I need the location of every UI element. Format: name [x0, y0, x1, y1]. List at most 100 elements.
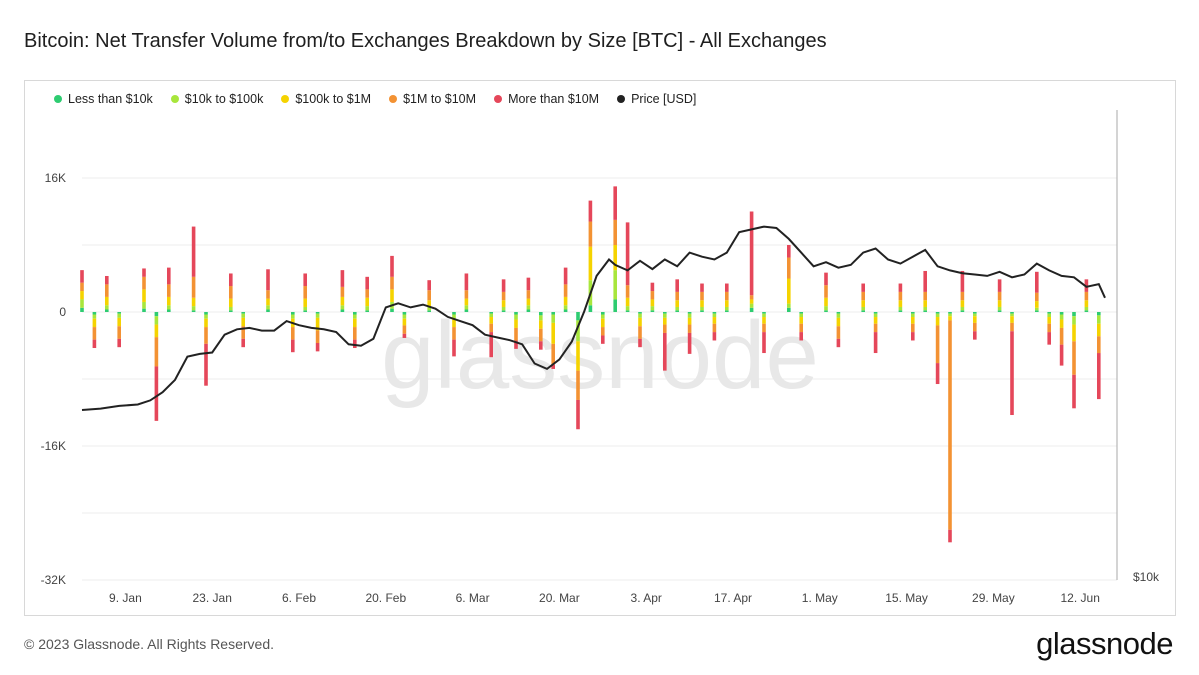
bar-segment	[539, 328, 543, 342]
bar-segment	[204, 314, 208, 319]
grid-lines	[82, 177, 1117, 581]
chart-legend: Less than $10k $10k to $100k $100k to $1…	[54, 92, 696, 106]
bar-segment	[291, 314, 295, 319]
x-axis-tick: 23. Jan	[193, 591, 232, 605]
bar-segment	[204, 318, 208, 328]
bar-segment	[241, 317, 245, 327]
bar-segment	[1059, 314, 1064, 320]
x-axis-tick: 29. May	[972, 591, 1015, 605]
bar-segment	[291, 312, 295, 315]
bar-segment	[526, 309, 531, 312]
bar-segment	[229, 310, 233, 312]
legend-item-10k-100k[interactable]: $10k to $100k	[170, 92, 263, 106]
footer-copyright: © 2023 Glassnode. All Rights Reserved.	[24, 636, 275, 652]
bar-segment	[551, 322, 555, 344]
bar-segment	[762, 332, 766, 354]
bar-segment	[725, 306, 729, 311]
x-axis-tick: 20. Feb	[365, 591, 406, 605]
bar-segment	[1084, 300, 1089, 307]
bar-segment	[997, 306, 1002, 311]
bar-segment	[1035, 301, 1039, 308]
bar-segment	[836, 326, 841, 339]
bar-segment	[229, 298, 233, 307]
legend-label: Less than $10k	[68, 92, 153, 106]
bar-segment	[204, 343, 208, 386]
bar-segment	[563, 284, 568, 297]
bar-segment	[638, 313, 642, 318]
bar-segment	[390, 276, 394, 290]
bar-segment	[229, 286, 233, 299]
bar-segment	[687, 332, 692, 354]
legend-item-1m-10m[interactable]: $1M to $10M	[389, 92, 476, 106]
bar-segment	[650, 282, 655, 292]
bar-segment	[80, 291, 84, 300]
legend-item-lt10k[interactable]: Less than $10k	[54, 92, 153, 106]
bar-segment	[725, 283, 729, 292]
bar-segment	[613, 299, 617, 312]
bar-segment	[365, 310, 369, 312]
x-axis-tick: 3. Apr	[631, 591, 662, 605]
bar-segment	[390, 308, 394, 312]
bar-segment	[514, 327, 518, 341]
bar-segment	[1047, 323, 1051, 333]
bar-segment	[80, 282, 84, 292]
bar-segment	[191, 310, 196, 312]
bar-segment	[501, 310, 506, 312]
legend-item-price[interactable]: Price [USD]	[617, 92, 696, 106]
bar-segment	[105, 296, 109, 306]
y-axis-tick: -32K	[41, 573, 66, 587]
bar-segment	[563, 267, 568, 285]
bar-segment	[898, 291, 903, 301]
bar-segment	[836, 312, 841, 314]
bar-segment	[787, 257, 791, 279]
bar-segment	[1010, 312, 1014, 314]
bar-segment	[539, 341, 543, 350]
bar-segment	[675, 300, 679, 307]
bar-segment	[873, 332, 878, 354]
bar-segment	[1035, 292, 1039, 302]
bar-segment	[80, 307, 84, 312]
bar-segment	[402, 312, 407, 315]
bar-segment	[700, 310, 704, 312]
bar-segment	[514, 340, 518, 349]
legend-item-100k-1m[interactable]: $100k to $1M	[281, 92, 371, 106]
bar-segment	[613, 270, 617, 300]
bar-segment	[973, 312, 977, 314]
bar-segment	[154, 366, 159, 421]
bar-segment	[551, 343, 555, 365]
legend-item-gt10m[interactable]: More than $10M	[494, 92, 599, 106]
bar-segment	[960, 291, 965, 301]
bar-segment	[824, 285, 828, 298]
bar-segment	[687, 312, 692, 314]
bar-segment	[663, 332, 667, 371]
bar-segment	[1084, 310, 1089, 312]
bar-segment	[80, 299, 84, 308]
bar-segment	[861, 291, 865, 301]
bar-segment	[638, 326, 642, 339]
bar-segment	[353, 327, 357, 340]
bar-segment	[154, 337, 159, 367]
bar-segment	[700, 300, 704, 307]
bar-segment	[142, 289, 146, 302]
bar-segment	[142, 268, 146, 277]
bar-segment	[712, 323, 717, 333]
bar-segment	[687, 313, 692, 318]
bar-segment	[576, 341, 580, 371]
bar-segment	[663, 313, 667, 318]
bar-segment	[539, 312, 543, 316]
bar-segment	[229, 306, 233, 311]
y-axis-tick: -16K	[41, 439, 66, 453]
bar-segment	[514, 319, 518, 328]
bar-segment	[117, 326, 121, 339]
bar-segment	[489, 313, 493, 318]
bar-segment	[625, 297, 630, 307]
bar-segment	[167, 296, 171, 306]
bar-segment	[588, 305, 593, 312]
bar-segment	[241, 313, 245, 318]
bar-segment	[650, 310, 655, 312]
bar-segment	[799, 332, 803, 341]
bar-segment	[762, 312, 766, 314]
bar-segment	[997, 300, 1002, 307]
bar-segment	[923, 270, 927, 292]
legend-label: $1M to $10M	[403, 92, 477, 106]
